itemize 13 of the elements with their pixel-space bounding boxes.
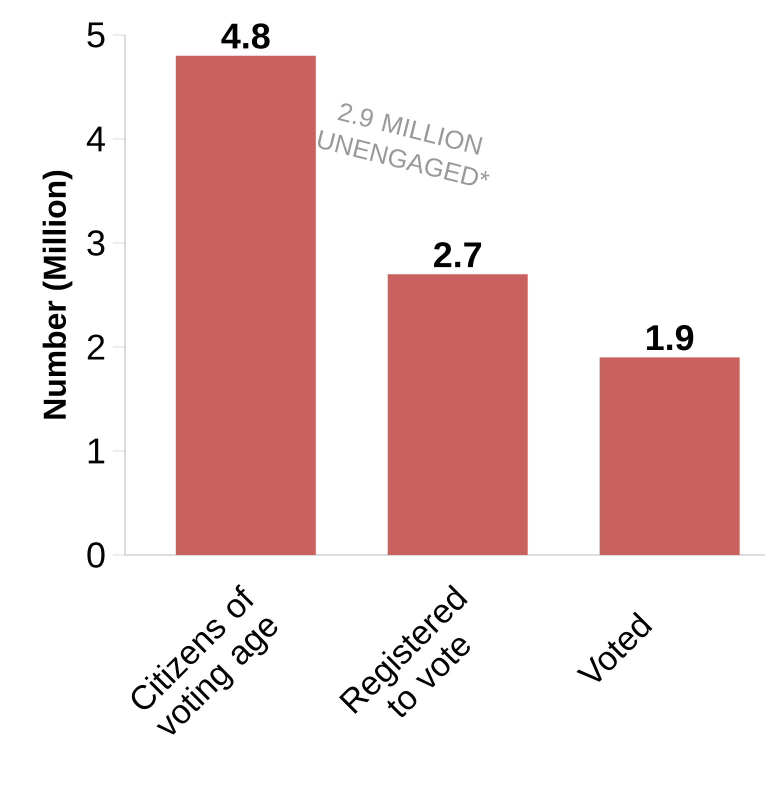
bar	[176, 56, 316, 555]
data-label: 2.7	[434, 242, 482, 268]
data-label: 4.8	[221, 23, 270, 49]
data-label: 1.9	[646, 324, 694, 350]
y-tick-label: 1	[88, 438, 104, 464]
y-tick-label: 3	[87, 230, 104, 256]
bar	[600, 357, 740, 555]
y-tick-label: 0	[87, 542, 105, 568]
y-tick-label: 4	[86, 126, 105, 152]
bar	[388, 274, 528, 555]
y-tick-label: 5	[87, 22, 104, 48]
y-tick-label: 2	[88, 334, 104, 360]
y-axis-title: Number (Million)	[42, 170, 72, 419]
